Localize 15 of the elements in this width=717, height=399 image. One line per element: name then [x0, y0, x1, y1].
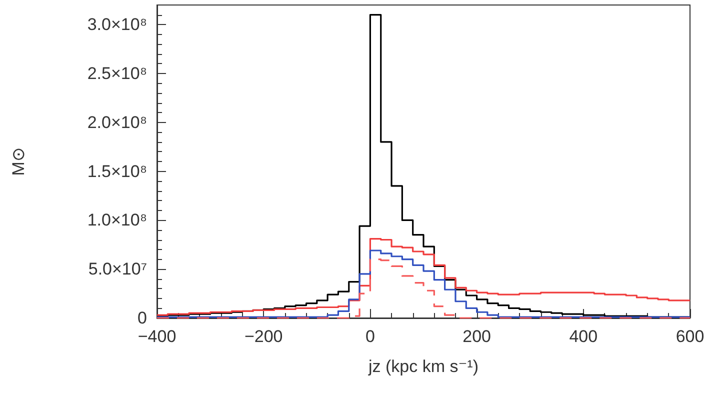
x-axis-title: jz (kpc km s⁻¹) — [367, 357, 479, 376]
x-tick-label: 400 — [569, 327, 598, 346]
y-tick-label: 5.0×10⁷ — [88, 260, 147, 279]
y-tick-label: 1.0×10⁸ — [87, 210, 147, 230]
x-tick-label: 0 — [365, 327, 375, 346]
y-tick-label: 2.5×10⁸ — [87, 64, 147, 83]
x-tick-label: −400 — [138, 327, 176, 346]
y-tick-label: 1.5×10⁸ — [87, 162, 147, 181]
y-axis-title: M⊙ — [9, 147, 28, 176]
y-tick-label: 2.0×10⁸ — [87, 112, 147, 132]
y-tick-label: 0 — [138, 308, 147, 328]
x-tick-label: 200 — [462, 327, 491, 346]
x-tick-label: −200 — [244, 327, 283, 346]
x-tick-label: 600 — [676, 327, 704, 346]
y-tick-label: 3.0×10⁸ — [87, 15, 147, 34]
